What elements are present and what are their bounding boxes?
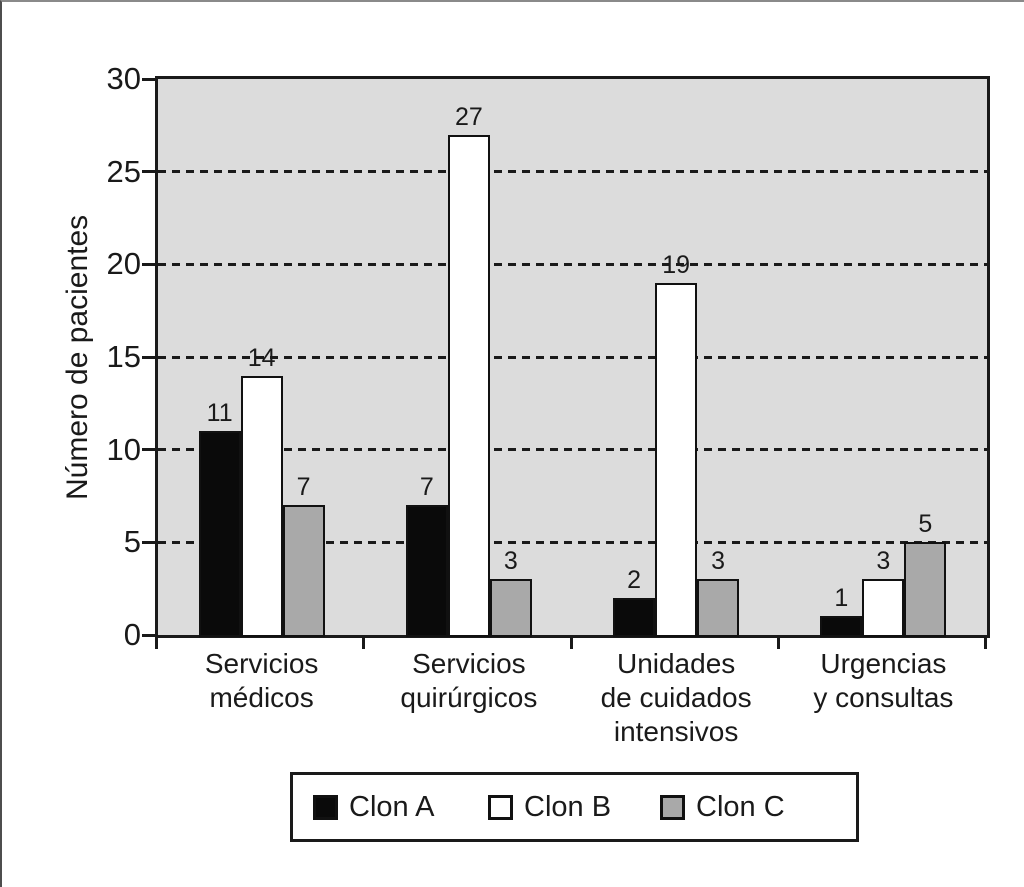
y-tick xyxy=(142,355,155,359)
bar-value-label: 3 xyxy=(876,547,891,576)
y-tick-label: 25 xyxy=(106,153,141,189)
bar-value-label: 5 xyxy=(918,510,933,539)
bar-clon-a xyxy=(613,597,656,637)
y-tick xyxy=(142,448,155,452)
gridline-15 xyxy=(158,355,987,359)
bar-clon-b xyxy=(655,282,698,637)
x-tick xyxy=(776,635,780,649)
x-tick xyxy=(362,635,366,649)
bar-value-label: 7 xyxy=(419,473,434,502)
y-tick-label: 5 xyxy=(123,524,141,560)
legend: Clon A Clon B Clon C xyxy=(290,772,859,842)
y-tick xyxy=(142,77,155,81)
bar-clon-b xyxy=(862,579,905,637)
x-tick xyxy=(155,635,158,649)
x-tick xyxy=(984,635,987,649)
legend-item-clon-c: Clon C xyxy=(660,775,785,839)
bar-clon-a xyxy=(198,431,241,637)
bar-value-label: 1 xyxy=(834,584,849,613)
y-tick-label: 30 xyxy=(106,61,141,96)
gridline-10 xyxy=(158,448,987,452)
y-tick xyxy=(142,633,155,637)
legend-swatch-icon xyxy=(488,794,513,820)
bar-clon-a xyxy=(820,616,863,637)
x-category-label: Servicios médicos xyxy=(204,648,319,713)
x-category-label: Urgencias y consultas xyxy=(813,648,954,713)
legend-item-clon-b: Clon B xyxy=(488,775,611,839)
y-tick-label: 0 xyxy=(123,617,141,652)
bar-value-label: 3 xyxy=(503,547,518,576)
gridline-20 xyxy=(158,262,987,266)
x-category-label: Servicios quirúrgicos xyxy=(400,648,538,713)
y-tick xyxy=(142,540,155,544)
legend-label: Clon A xyxy=(349,790,435,823)
y-tick xyxy=(142,170,155,174)
bar-clon-c xyxy=(904,542,947,637)
bar-value-label: 7 xyxy=(296,473,311,502)
bar-clon-a xyxy=(405,505,448,637)
x-tick xyxy=(569,635,573,649)
legend-label: Clon C xyxy=(696,790,785,823)
gridline-5 xyxy=(158,540,987,544)
x-category-label: Unidades de cuidados intensivos xyxy=(600,648,752,747)
y-tick-label: 15 xyxy=(106,339,141,374)
gridline-25 xyxy=(158,170,987,174)
bar-value-label: 11 xyxy=(206,399,233,428)
bar-value-label: 19 xyxy=(662,250,691,279)
y-tick-label: 10 xyxy=(106,431,141,467)
bar-clon-c xyxy=(282,505,325,637)
bar-value-label: 3 xyxy=(711,547,726,576)
legend-swatch-icon xyxy=(313,794,338,820)
y-tick-label: 20 xyxy=(106,246,141,282)
bar-clon-c xyxy=(489,579,532,637)
legend-label: Clon B xyxy=(524,790,612,823)
y-tick xyxy=(142,262,155,266)
bar-value-label: 14 xyxy=(247,343,276,372)
bar-value-label: 27 xyxy=(454,102,483,131)
legend-item-clon-a: Clon A xyxy=(313,775,434,839)
bar-clon-b xyxy=(447,134,490,637)
bar-clon-c xyxy=(697,579,740,637)
bar-clon-b xyxy=(240,375,283,637)
bar-value-label: 2 xyxy=(627,565,642,594)
legend-swatch-icon xyxy=(660,794,685,820)
